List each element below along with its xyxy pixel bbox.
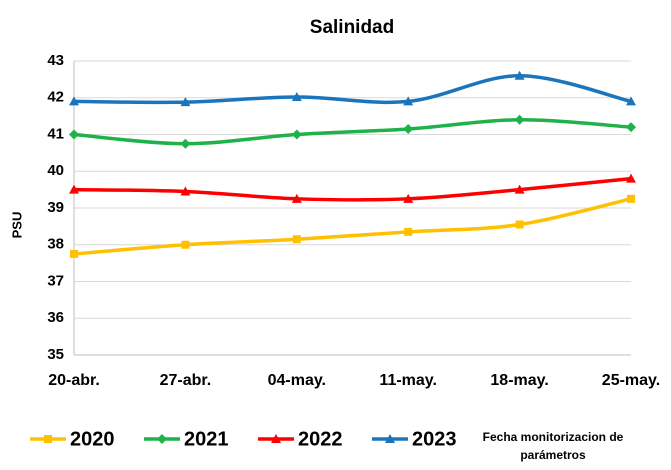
marker [291,92,302,102]
y-tick-label: 38 [47,236,64,253]
marker [515,220,524,229]
legend-label: 2022 [298,428,343,450]
legend-label: 2020 [70,428,115,450]
y-tick-label: 39 [47,199,64,216]
y-tick-label: 42 [47,89,64,106]
marker [180,186,191,196]
marker [514,70,525,80]
x-tick-label: 18-may. [490,372,548,389]
y-tick-label: 43 [47,52,64,69]
x-tick-label: 27-abr. [160,372,212,389]
legend-label: 2021 [184,428,229,450]
legend-marker [157,434,167,444]
x-tick-label: 25-may. [602,372,660,389]
marker [627,194,635,203]
marker [291,193,302,203]
marker [181,240,190,249]
y-tick-label: 41 [47,125,64,142]
series-line [73,176,632,202]
x-axis-label: Fecha monitorizacion de parámetros [482,430,624,462]
marker [180,97,191,107]
marker [403,193,414,203]
y-tick-label: 36 [47,309,64,326]
x-tick-label: 20-abr. [48,372,100,389]
legend-label: 2023 [412,428,457,450]
series-line [73,73,632,105]
x-tick-label: 04-may. [268,372,326,389]
marker [514,184,525,194]
marker [626,173,636,183]
y-tick-label: 35 [47,346,64,363]
marker [69,184,79,194]
marker [626,122,636,133]
marker [292,235,301,244]
marker [291,129,302,140]
series-line [73,118,632,146]
series-line [73,197,632,256]
marker [69,129,79,140]
marker [69,96,79,106]
marker [403,123,414,134]
marker [70,249,78,258]
y-tick-label: 37 [47,272,64,289]
marker [626,96,636,106]
y-axis-label: PSU [9,212,24,239]
marker [403,96,414,106]
legend-marker [385,434,395,443]
legend-marker [271,434,281,443]
marker [404,227,413,236]
marker [514,114,525,125]
y-tick-label: 40 [47,162,64,179]
legend-marker [44,435,52,443]
chart-title: Salinidad [310,17,394,38]
x-tick-label: 11-may. [379,372,437,389]
marker [180,138,191,149]
